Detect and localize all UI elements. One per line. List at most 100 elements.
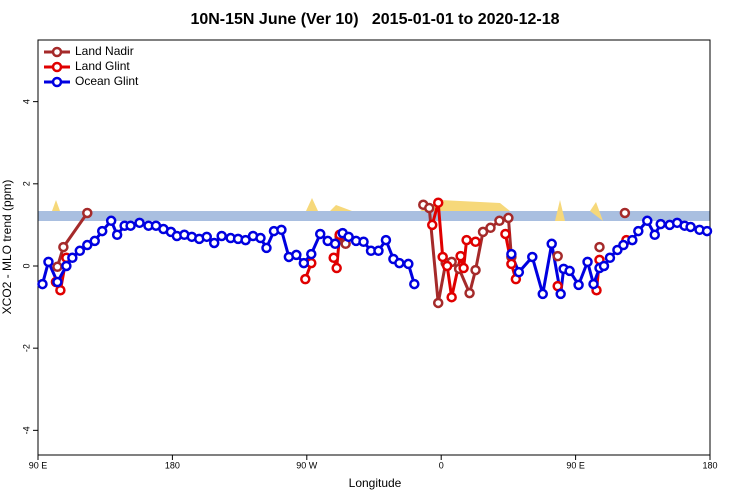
data-point <box>329 238 341 250</box>
data-point <box>494 215 505 227</box>
data-point <box>537 288 548 300</box>
data-point <box>458 262 469 274</box>
data-point <box>618 239 629 251</box>
data-point <box>134 217 145 229</box>
x-tick-label: 180 <box>165 460 180 470</box>
data-point <box>89 235 100 247</box>
data-point <box>464 287 475 299</box>
x-tick-label: 180 <box>702 460 717 470</box>
data-point <box>306 248 317 260</box>
legend-label: Ocean Glint <box>75 74 139 88</box>
data-point <box>642 215 653 227</box>
data-point <box>403 258 414 270</box>
x-tick-label: 0 <box>439 460 444 470</box>
data-point <box>503 212 514 224</box>
data-point <box>208 237 220 249</box>
data-point <box>546 238 557 250</box>
data-point <box>298 257 310 269</box>
data-point <box>67 252 78 264</box>
reference-band <box>38 211 710 221</box>
data-point <box>343 231 354 243</box>
legend-label: Land Glint <box>75 59 130 73</box>
data-point <box>373 245 384 257</box>
data-point <box>555 288 566 300</box>
data-point <box>255 232 266 244</box>
data-point <box>485 222 496 234</box>
data-point <box>432 197 444 208</box>
data-point <box>82 207 93 219</box>
data-point <box>55 284 66 296</box>
data-point <box>437 251 448 263</box>
data-point <box>300 273 311 285</box>
data-point <box>201 231 212 243</box>
data-point <box>331 262 342 274</box>
data-point <box>446 291 457 303</box>
plot-frame <box>37 39 711 456</box>
data-point <box>424 202 435 214</box>
data-point <box>111 229 123 241</box>
data-point <box>470 264 481 276</box>
data-point <box>564 265 575 277</box>
legend-label: Land Nadir <box>75 44 134 58</box>
data-point <box>328 252 339 264</box>
y-tick-label: -2 <box>21 344 31 352</box>
data-point <box>43 256 54 268</box>
data-point <box>685 221 696 233</box>
data-point <box>61 260 72 272</box>
data-point <box>426 219 438 231</box>
data-point <box>37 278 48 290</box>
data-point <box>701 225 713 237</box>
data-point <box>598 260 610 272</box>
data-point <box>240 234 251 246</box>
x-axis-label: Longitude <box>349 476 402 490</box>
y-tick-label: -4 <box>21 426 31 434</box>
data-point <box>527 251 538 263</box>
y-tick-label: 0 <box>21 263 31 268</box>
data-point <box>96 225 108 237</box>
data-point <box>461 234 472 246</box>
chart-title: 10N-15N June (Ver 10) 2015-01-01 to 2020… <box>190 11 559 28</box>
data-point <box>314 228 326 240</box>
data-point <box>82 239 93 251</box>
legend-marker <box>51 46 63 58</box>
x-tick-label: 90 E <box>29 460 48 470</box>
data-point <box>52 261 63 273</box>
data-point <box>105 215 117 227</box>
x-tick-label: 90 W <box>296 460 318 470</box>
data-point <box>394 257 405 269</box>
data-point <box>477 226 489 238</box>
data-point <box>380 234 392 246</box>
legend-marker <box>51 61 63 73</box>
data-point <box>455 250 466 262</box>
data-point <box>261 242 272 254</box>
data-point <box>500 228 511 240</box>
data-point <box>125 220 136 231</box>
data-point <box>276 224 287 236</box>
data-point <box>649 229 660 241</box>
y-tick-label: 2 <box>21 181 31 186</box>
data-point <box>358 236 369 247</box>
data-point <box>604 252 616 264</box>
y-axis-label: XCO2 - MLO trend (ppm) <box>0 180 14 315</box>
data-point <box>58 241 69 253</box>
data-point <box>291 249 302 261</box>
data-point <box>506 258 517 270</box>
data-point <box>513 266 525 278</box>
data-point <box>627 234 638 246</box>
data-point <box>441 260 453 272</box>
data-point <box>74 245 86 257</box>
data-point <box>470 236 481 247</box>
x-tick-label: 90 E <box>566 460 585 470</box>
land-mask <box>52 198 603 221</box>
data-point <box>432 297 444 309</box>
data-point <box>506 248 517 260</box>
data-point <box>633 225 644 237</box>
data-point <box>409 278 420 290</box>
data-point <box>216 230 227 242</box>
data-point <box>655 218 666 230</box>
data-point <box>582 256 593 268</box>
legend-marker <box>51 76 63 88</box>
data-point <box>588 278 599 290</box>
data-point <box>573 279 584 291</box>
